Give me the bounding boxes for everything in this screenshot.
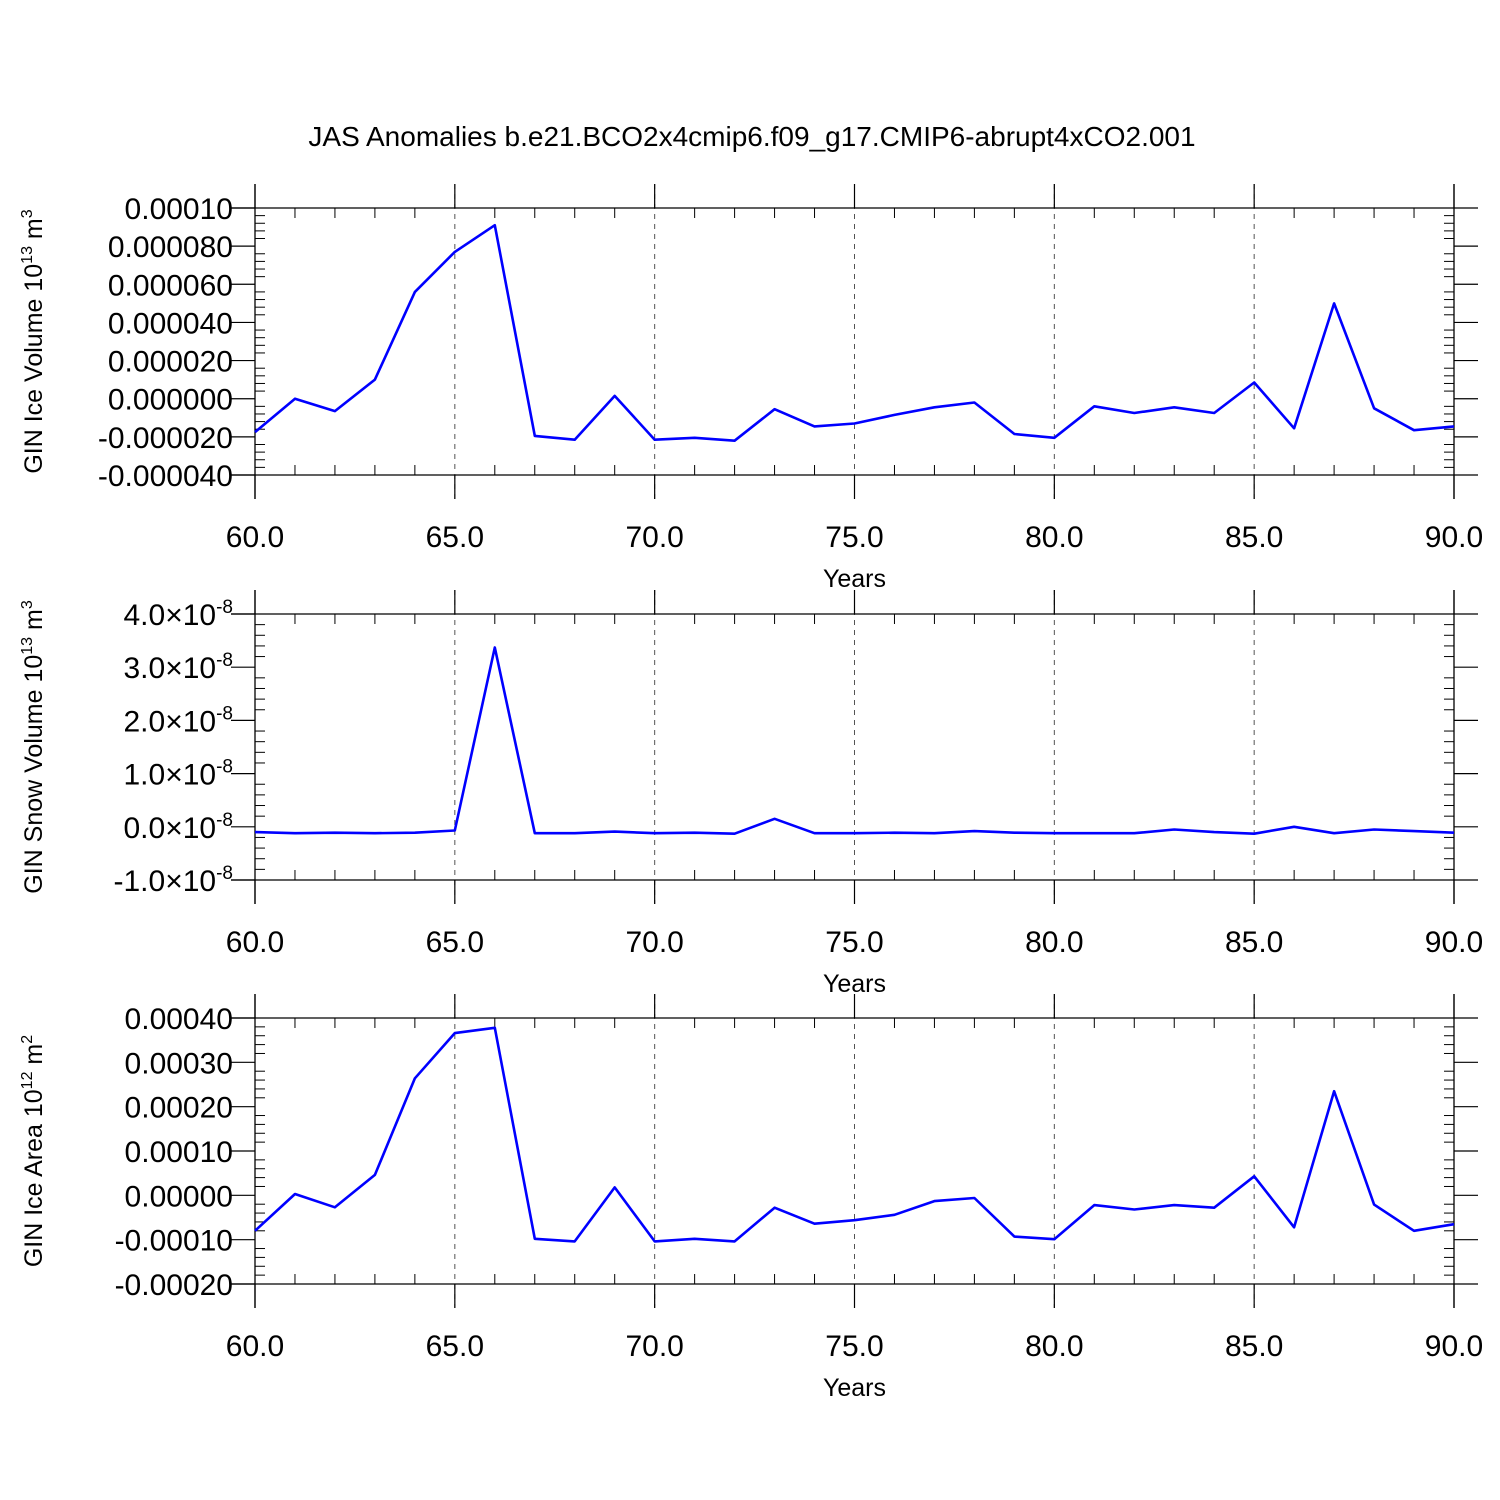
y-tick-label: -1.0×10-8 — [114, 863, 234, 898]
y-axis-label: GIN Snow Volume 1013 m3 — [19, 600, 48, 894]
x-tick-label: 70.0 — [625, 926, 683, 959]
y-tick-label: 1.0×10-8 — [123, 757, 233, 792]
y-tick-label: 0.000080 — [108, 231, 233, 264]
y-tick-label: 0.00020 — [125, 1092, 233, 1125]
y-tick-label: -0.00020 — [115, 1269, 233, 1302]
panel-3: 0.00040 0.00030 0.00020 0.00010 0.00000 -0.00… — [19, 994, 1483, 1402]
x-tick-label: 85.0 — [1225, 926, 1283, 959]
x-tick-label: 80.0 — [1025, 521, 1083, 554]
x-tick-label: 60.0 — [226, 521, 284, 554]
y-tick-label: 0.000060 — [108, 269, 233, 302]
y-tick-label: 4.0×10-8 — [123, 597, 233, 632]
x-tick-label: 90.0 — [1425, 521, 1483, 554]
chart-title: JAS Anomalies b.e21.BCO2x4cmip6.f09_g17.… — [308, 121, 1195, 152]
x-tick-label: 65.0 — [426, 1330, 484, 1363]
y-tick-label: 3.0×10-8 — [123, 650, 233, 685]
x-tick-label: 80.0 — [1025, 926, 1083, 959]
x-tick-label: 85.0 — [1225, 1330, 1283, 1363]
x-axis-label: Years — [823, 970, 886, 998]
y-tick-label: 0.000000 — [108, 384, 233, 417]
x-tick-label: 70.0 — [625, 521, 683, 554]
y-tick-label: -0.00010 — [115, 1225, 233, 1258]
panel-1: 0.00010 0.000080 0.000060 0.000040 0.000020 0… — [19, 184, 1483, 593]
x-tick-label: 65.0 — [426, 521, 484, 554]
y-tick-label: 0.000040 — [108, 307, 233, 340]
x-axis-label: Years — [823, 565, 886, 593]
series-line — [254, 1026, 1455, 1243]
chart-panels: 0.00010 0.000080 0.000060 0.000040 0.000020 0… — [19, 184, 1483, 1402]
y-tick-label: 0.00040 — [125, 1003, 233, 1036]
y-tick-label: 0.000020 — [108, 346, 233, 379]
x-tick-label: 90.0 — [1425, 1330, 1483, 1363]
y-tick-label: -0.000040 — [98, 460, 233, 493]
x-tick-label: 75.0 — [825, 926, 883, 959]
y-tick-label: -0.000020 — [98, 422, 233, 455]
panel-2: 4.0×10-8 3.0×10-8 2.0×10-8 1.0×10-8 0.0×10-8… — [19, 590, 1483, 998]
x-tick-label: 65.0 — [426, 926, 484, 959]
x-tick-label: 60.0 — [226, 926, 284, 959]
y-tick-label: 0.00010 — [125, 193, 233, 226]
x-tick-label: 80.0 — [1025, 1330, 1083, 1363]
x-tick-label: 70.0 — [625, 1330, 683, 1363]
x-tick-label: 75.0 — [825, 1330, 883, 1363]
y-tick-label: 0.00010 — [125, 1136, 233, 1169]
y-tick-label: 0.00000 — [125, 1180, 233, 1213]
x-tick-label: 85.0 — [1225, 521, 1283, 554]
y-tick-label: 0.00030 — [125, 1047, 233, 1080]
y-tick-label: 0.0×10-8 — [123, 810, 233, 845]
x-tick-label: 60.0 — [226, 1330, 284, 1363]
x-axis-label: Years — [823, 1374, 886, 1402]
series-line — [254, 223, 1455, 443]
y-axis-label: GIN Ice Volume 1013 m3 — [19, 209, 48, 473]
y-tick-label: 2.0×10-8 — [123, 703, 233, 738]
x-tick-label: 90.0 — [1425, 926, 1483, 959]
y-axis-label: GIN Ice Area 1012 m2 — [19, 1035, 48, 1267]
x-tick-label: 75.0 — [825, 521, 883, 554]
series-line — [254, 646, 1455, 836]
